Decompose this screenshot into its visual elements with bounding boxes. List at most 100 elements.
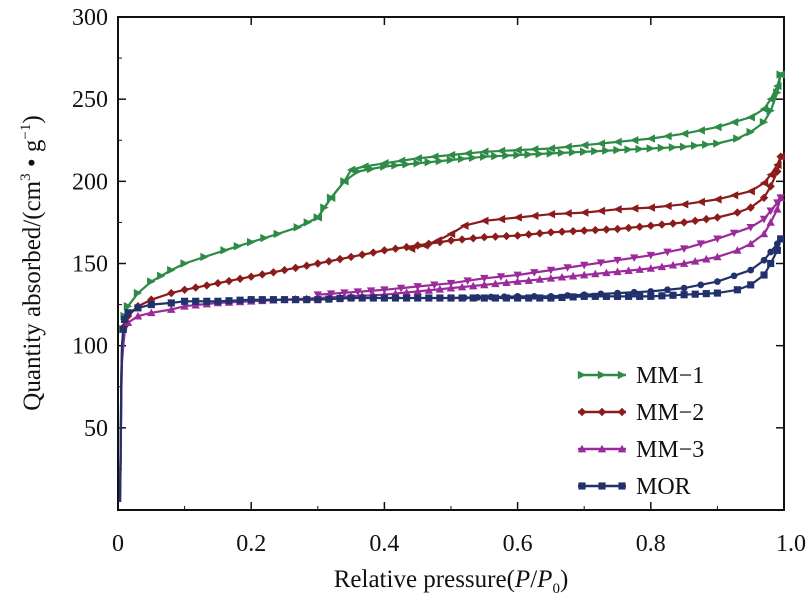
mm-2-adsorption-point [324,257,334,266]
mm-1-adsorption-point [668,143,678,152]
mm-2-adsorption-point [480,233,489,242]
mm-1-adsorption-point [713,139,722,148]
mm-2-adsorption-point [313,259,322,268]
mm-2-adsorption-point [358,250,367,259]
mm-1-desorption-point [513,145,522,155]
mm-1-adsorption-point [773,88,782,97]
mor-adsorption-point [680,291,688,299]
mm-2-desorption-point [496,214,506,224]
mm-3-desorption-point [446,279,456,288]
series-markers [119,70,785,334]
mm-2-desorption-point [460,221,469,230]
mm-3-adsorption-point [546,274,556,282]
x-tick-label: 1.0 [776,531,806,557]
mm-1-adsorption-point [691,141,700,150]
mm-3-desorption-point [563,264,572,272]
mor-adsorption-point [347,294,355,302]
mm-1-adsorption-point [635,144,644,154]
mm-3-adsorption-point [435,285,445,293]
mm-2-adsorption-point [568,226,578,236]
mm-2-adsorption-point [391,244,400,253]
mor-adsorption-point [214,297,222,305]
mm-2-desorption-point [713,195,722,204]
mm-3-desorption-point [776,194,785,202]
mm-1-adsorption-point [247,237,256,247]
mm-2-adsorption-point [413,241,422,250]
x-tick-label: 0.4 [369,531,399,557]
mm-3-adsorption-point [491,279,500,288]
mm-2-desorption-point [420,241,429,250]
mor-adsorption-point [336,294,344,303]
mm-2-desorption-point [406,244,416,253]
mm-2-adsorption-point [535,229,544,238]
mor-adsorption-point [669,291,677,299]
mm-3-adsorption-point [180,302,189,310]
mm-3-desorption-point [463,277,472,285]
mm-2-desorption-point [530,211,539,221]
mm-2-adsorption-point [733,208,742,217]
mm-2-desorption-point [766,170,775,179]
mm-2-adsorption-point [335,254,345,264]
mm-1-adsorption-point [380,162,389,171]
mor-adsorption-point [280,296,289,304]
mm-3-adsorption-point [646,264,655,272]
mm-3-adsorption-point [446,283,456,292]
mm-3-adsorption-point [702,254,711,263]
mor-adsorption-point [167,299,175,307]
mm-3-adsorption-point [557,272,567,281]
mm-3-adsorption-point [402,288,411,296]
mm-1-desorption-line [316,74,782,219]
mor-desorption-point [664,286,671,294]
mm-2-desorption-point [663,201,672,211]
mor-adsorption-point [469,294,477,302]
mm-2-adsorption-point [346,252,356,262]
mm-1-adsorption-point [602,146,611,155]
mm-3-adsorption-point [746,239,755,248]
mm-2-adsorption-point [668,219,678,228]
mm-3-desorption-point [696,240,705,248]
mm-3-desorption-point [313,291,322,299]
mm-3-desorption-point [729,229,739,238]
mm-2-adsorption-point [635,222,644,231]
mor-adsorption-point [658,292,666,300]
mor-adsorption-point [119,325,127,333]
mm-1-desorption-point [380,159,389,168]
mor-adsorption-point [760,271,768,279]
mm-1-adsorption-point [391,161,400,170]
mm-1-desorption-point [340,177,349,186]
mm-1-adsorption-point [260,233,269,243]
mm-2-adsorption-point [713,213,722,222]
mm-1-desorption-point [313,213,322,222]
legend-label: MM−2 [636,400,704,426]
mor-adsorption-point [403,294,411,302]
mor-desorption-line [450,238,782,300]
mm-3-desorption-point [773,199,782,207]
mm-3-adsorption-point [413,287,422,295]
mor-adsorption-point [247,296,255,304]
mm-2-adsorption-point [546,228,556,237]
mor-desorption-point [460,294,468,302]
mm-2-desorption-point [773,160,782,170]
x-tick-label: 0 [112,531,124,557]
mm-3-adsorption-point [691,257,700,265]
mm-2-adsorption-point [679,218,689,227]
y-tick-label: 250 [72,87,108,113]
mor-adsorption-point [602,292,610,300]
mm-1-desorption-point [766,94,775,104]
mm-2-desorption-point [759,178,769,188]
mm-1-desorption-point [729,117,739,127]
mm-1-adsorption-point [303,218,313,227]
mor-desorption-point [680,284,688,292]
mm-1-desorption-point [713,122,722,132]
mm-2-adsorption-point [602,225,611,234]
legend-marker [598,482,606,490]
legend-item-mm-1: MM−1 [577,363,704,389]
mm-3-desorption-point [430,281,439,290]
mm-1-desorption-point [430,152,439,161]
mm-3-desorption-point [513,271,522,280]
mm-3-adsorption-point [713,252,722,261]
mm-2-desorption-point [563,209,572,218]
mor-adsorption-point [358,294,366,302]
mor-adsorption-point [767,259,775,268]
